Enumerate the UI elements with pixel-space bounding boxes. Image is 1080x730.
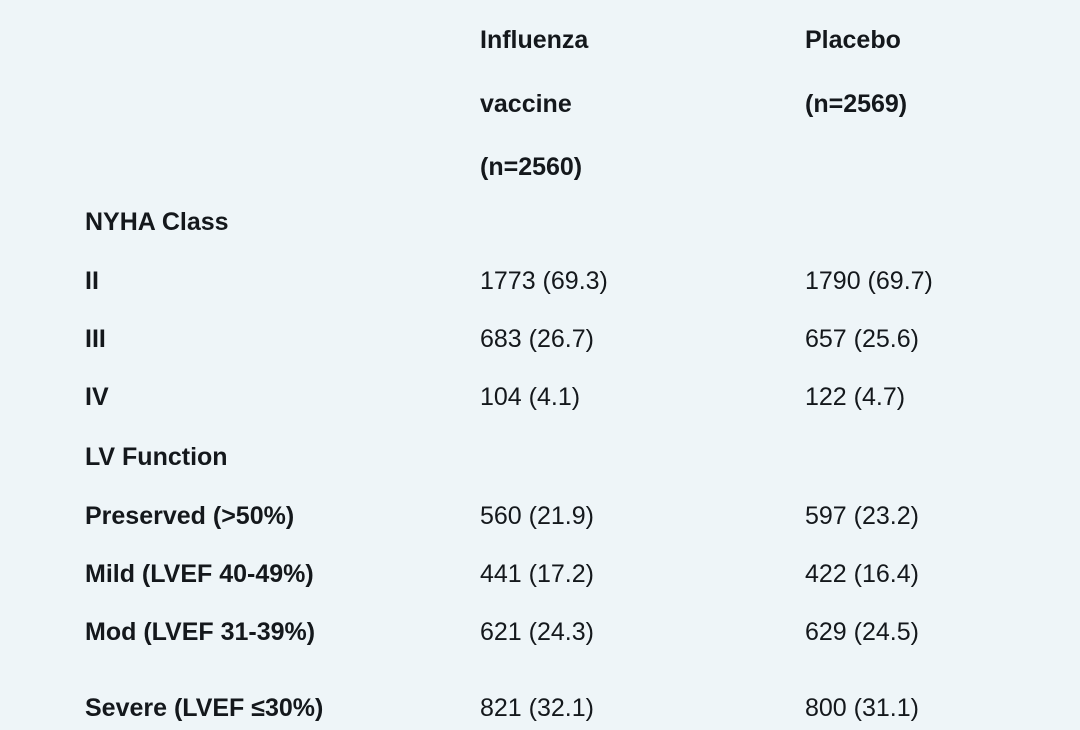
- table-row: Preserved (>50%) 560 (21.9) 597 (23.2): [0, 502, 1080, 533]
- section-label: LV Function: [85, 443, 228, 471]
- placebo-value: 657 (25.6): [805, 325, 919, 353]
- vaccine-value: 441 (17.2): [480, 560, 594, 588]
- placebo-value: 629 (24.5): [805, 618, 919, 646]
- vaccine-value: 683 (26.7): [480, 325, 594, 353]
- placebo-value: 422 (16.4): [805, 560, 919, 588]
- row-label: Mild (LVEF 40-49%): [85, 560, 314, 588]
- table-row: Mod (LVEF 31-39%) 621 (24.3) 629 (24.5): [0, 618, 1080, 649]
- header-line: Influenza: [480, 26, 589, 54]
- header-line: (n=2560): [480, 153, 583, 181]
- header-line: (n=2569): [805, 89, 908, 118]
- column-header-influenza-vaccine: Influenza vaccine (n=2560): [480, 26, 589, 182]
- header-line: vaccine: [480, 89, 572, 118]
- vaccine-value: 621 (24.3): [480, 618, 594, 646]
- section-row-nyha-class: NYHA Class: [0, 208, 1080, 239]
- row-label: Mod (LVEF 31-39%): [85, 618, 316, 646]
- row-label: III: [85, 325, 106, 353]
- table-row: IV 104 (4.1) 122 (4.7): [0, 383, 1080, 414]
- vaccine-value: 821 (32.1): [480, 694, 594, 722]
- row-label: Severe (LVEF ≤30%): [85, 694, 324, 722]
- placebo-value: 122 (4.7): [805, 383, 906, 411]
- placebo-value: 1790 (69.7): [805, 267, 933, 295]
- table-row: II 1773 (69.3) 1790 (69.7): [0, 267, 1080, 298]
- row-label: IV: [85, 383, 109, 411]
- vaccine-value: 104 (4.1): [480, 383, 581, 411]
- vaccine-value: 560 (21.9): [480, 502, 594, 530]
- vaccine-value: 1773 (69.3): [480, 267, 608, 295]
- header-line: Placebo: [805, 26, 901, 54]
- section-row-lv-function: LV Function: [0, 443, 1080, 474]
- table-row: Mild (LVEF 40-49%) 441 (17.2) 422 (16.4): [0, 560, 1080, 591]
- section-label: NYHA Class: [85, 208, 229, 236]
- placebo-value: 597 (23.2): [805, 502, 919, 530]
- row-label: II: [85, 267, 99, 295]
- table-row: Severe (LVEF ≤30%) 821 (32.1) 800 (31.1): [0, 694, 1080, 725]
- table-row: III 683 (26.7) 657 (25.6): [0, 325, 1080, 356]
- column-header-placebo: Placebo (n=2569): [805, 26, 908, 118]
- row-label: Preserved (>50%): [85, 502, 295, 530]
- placebo-value: 800 (31.1): [805, 694, 919, 722]
